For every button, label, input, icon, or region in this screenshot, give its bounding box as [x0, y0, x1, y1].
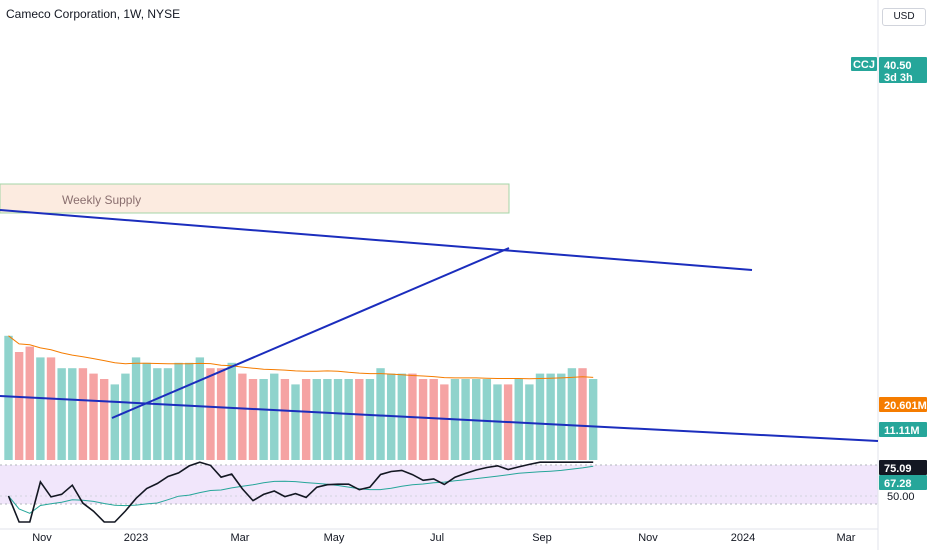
volume-bar	[418, 379, 428, 460]
volume-bar	[588, 379, 598, 460]
volume-bar	[557, 373, 566, 460]
chart-title: Cameco Corporation, 1W, NYSE	[6, 7, 181, 21]
rsi-ma-badge-bg	[879, 475, 927, 490]
volume-bar	[535, 373, 545, 460]
volume-bar	[248, 379, 258, 460]
time-axis-tick: Mar	[231, 532, 250, 544]
volume-bar	[344, 379, 353, 460]
volume-bar	[440, 384, 449, 460]
volume-bar	[238, 373, 247, 460]
volume-bar	[578, 368, 587, 460]
volume-bar	[195, 357, 205, 460]
volume-bar	[567, 368, 577, 460]
volume-bar	[99, 379, 109, 460]
descending-trendline	[0, 209, 753, 271]
volume-bar	[376, 368, 385, 460]
volume-bar	[312, 379, 321, 460]
volume-bar	[206, 368, 215, 460]
rsi-axis-tick: 50.00	[887, 491, 915, 503]
rsi-ma-line	[8, 465, 594, 514]
volume-bar	[482, 379, 492, 460]
volume-bar	[546, 373, 555, 460]
volume-bar	[153, 368, 162, 460]
lower-descending-trendline	[0, 395, 879, 442]
supply-zone-label: Weekly Supply	[62, 193, 141, 207]
volume-bar	[259, 379, 268, 460]
rsi-badge-bg	[879, 460, 927, 475]
time-axis-tick: Jul	[430, 532, 444, 544]
rsi-line	[7, 461, 594, 523]
volume-bar	[270, 373, 279, 460]
time-axis-tick: Sep	[532, 532, 552, 544]
volume-bar	[57, 368, 66, 460]
time-axis-tick: May	[324, 532, 345, 544]
vol-ma-badge-bg	[879, 397, 927, 412]
time-axis-tick: 2024	[731, 532, 755, 544]
volume-bar	[227, 362, 236, 460]
vol-badge-text: 11.11M	[884, 425, 919, 437]
last-price-badge-text: 3d 3h	[884, 72, 913, 84]
volume-bar	[355, 379, 364, 460]
volume-bar	[514, 379, 523, 460]
supply-zone	[0, 183, 510, 214]
volume-bar	[333, 379, 343, 460]
volume-bar	[429, 379, 438, 460]
ticker-badge-bg	[851, 57, 877, 71]
volume-bar	[121, 373, 130, 460]
volume-bar	[89, 373, 98, 460]
volume-ma-line	[8, 335, 594, 380]
volume-bar	[25, 346, 34, 460]
volume-bar	[14, 352, 24, 460]
vol-badge: 11.11M	[879, 422, 927, 437]
rsi-band	[0, 465, 878, 504]
vol-badge-bg	[879, 422, 927, 437]
vol-ma-badge: 20.601M	[879, 397, 927, 412]
volume-bar	[280, 379, 290, 460]
volume-bar	[301, 379, 311, 460]
vol-ma-badge-text: 20.601M	[884, 400, 927, 412]
volume-bar	[142, 362, 151, 460]
volume-bar	[163, 368, 173, 460]
last-price-badge-text: 40.50	[884, 60, 912, 72]
volume-bar	[78, 368, 88, 460]
rsi-badge: 75.09	[879, 460, 927, 475]
rsi-ma-badge: 67.28	[879, 475, 927, 490]
volume-bar	[365, 379, 375, 460]
volume-bar	[174, 362, 183, 460]
time-axis-tick: Mar	[837, 532, 856, 544]
volume-bar	[46, 357, 56, 460]
rsi-ma-badge-text: 67.28	[884, 478, 912, 490]
volume-bar	[323, 379, 332, 460]
rsi-badge-text: 75.09	[884, 463, 912, 475]
currency-button[interactable]: USD	[882, 8, 926, 26]
volume-bar	[185, 362, 194, 460]
volume-bar	[36, 357, 45, 460]
volume-bar	[4, 335, 13, 460]
time-axis-tick: Nov	[638, 532, 658, 544]
volume-bar	[216, 368, 226, 460]
volume-bar	[110, 384, 119, 460]
last-price-badge-bg	[879, 57, 927, 83]
time-axis-tick: Nov	[32, 532, 52, 544]
time-axis-tick: 2023	[124, 532, 148, 544]
ticker-badge: CCJ	[851, 57, 877, 71]
volume-bar	[68, 368, 77, 460]
volume-bar	[291, 384, 300, 460]
ticker-badge-text: CCJ	[853, 59, 875, 71]
rising-trendline	[111, 247, 510, 419]
